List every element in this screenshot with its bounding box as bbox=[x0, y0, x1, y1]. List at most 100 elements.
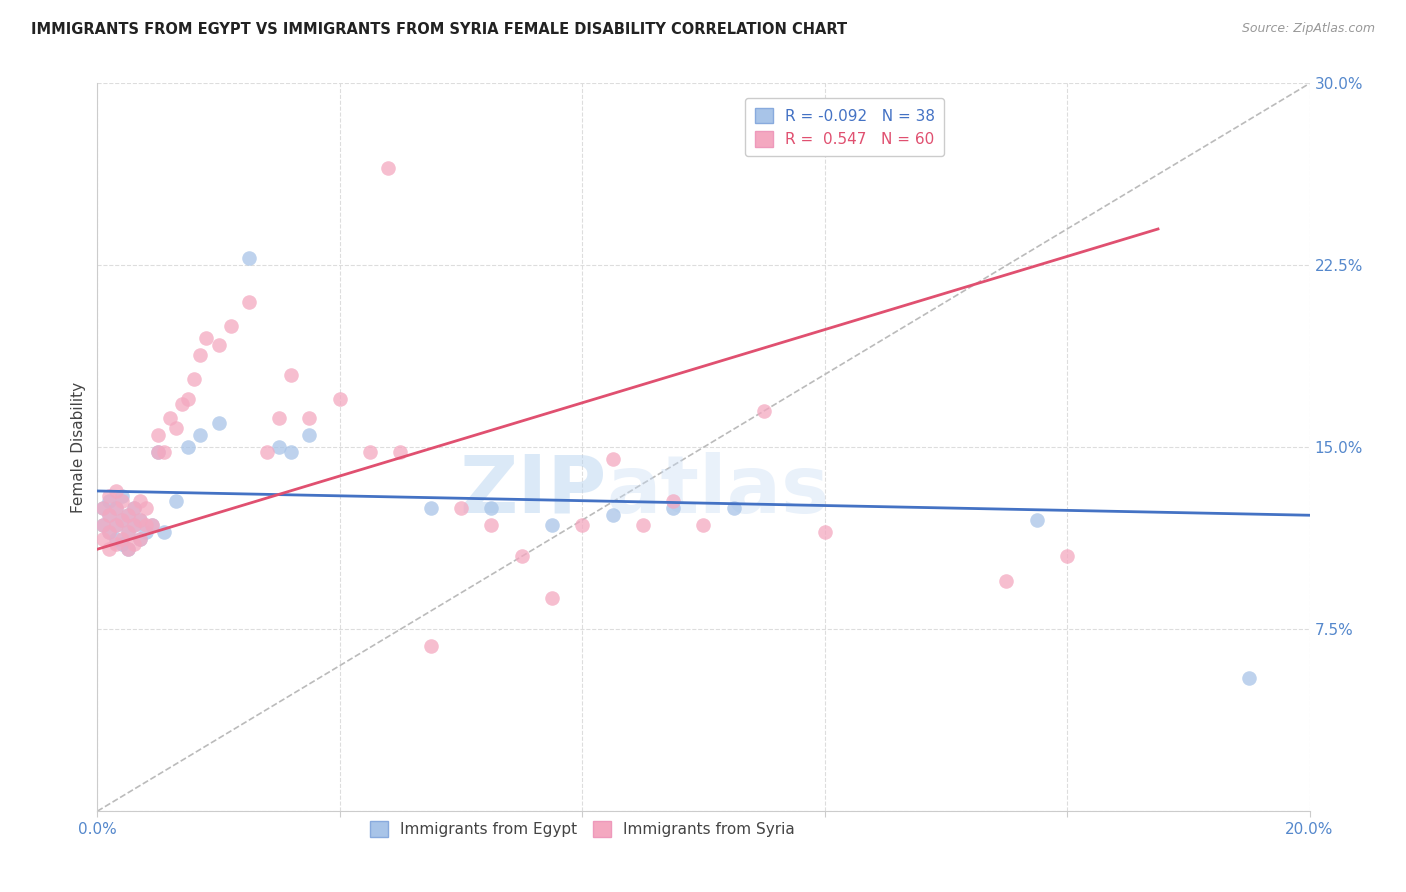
Point bbox=[752, 404, 775, 418]
Point bbox=[117, 508, 139, 523]
Point bbox=[122, 500, 145, 515]
Point bbox=[122, 517, 145, 532]
Point bbox=[1025, 513, 1047, 527]
Point bbox=[117, 508, 139, 523]
Point bbox=[269, 411, 291, 425]
Point bbox=[190, 348, 212, 362]
Point bbox=[571, 517, 593, 532]
Point bbox=[814, 525, 837, 540]
Point bbox=[479, 500, 502, 515]
Point bbox=[602, 452, 624, 467]
Point bbox=[146, 428, 169, 442]
Point bbox=[135, 517, 157, 532]
Point bbox=[298, 411, 321, 425]
Point bbox=[662, 500, 685, 515]
Point bbox=[172, 397, 194, 411]
Point bbox=[128, 533, 150, 547]
Point bbox=[298, 428, 321, 442]
Y-axis label: Female Disability: Female Disability bbox=[72, 382, 86, 513]
Point bbox=[195, 331, 218, 345]
Point bbox=[128, 493, 150, 508]
Point bbox=[117, 525, 139, 540]
Point bbox=[117, 542, 139, 557]
Point bbox=[93, 517, 115, 532]
Legend: Immigrants from Egypt, Immigrants from Syria: Immigrants from Egypt, Immigrants from S… bbox=[364, 815, 801, 844]
Point bbox=[183, 372, 205, 386]
Point bbox=[104, 483, 127, 498]
Point bbox=[98, 489, 121, 503]
Point bbox=[1056, 549, 1078, 564]
Point bbox=[104, 517, 127, 532]
Point bbox=[359, 445, 381, 459]
Text: Source: ZipAtlas.com: Source: ZipAtlas.com bbox=[1241, 22, 1375, 36]
Point bbox=[190, 428, 212, 442]
Point bbox=[419, 500, 441, 515]
Point bbox=[110, 513, 132, 527]
Point bbox=[280, 368, 302, 382]
Point bbox=[419, 639, 441, 653]
Point bbox=[104, 533, 127, 547]
Point bbox=[389, 445, 412, 459]
Point bbox=[98, 525, 121, 540]
Point bbox=[104, 517, 127, 532]
Point bbox=[479, 517, 502, 532]
Point bbox=[153, 445, 176, 459]
Point bbox=[269, 440, 291, 454]
Point bbox=[98, 493, 121, 508]
Point bbox=[692, 517, 714, 532]
Point bbox=[450, 500, 472, 515]
Point bbox=[159, 411, 181, 425]
Point bbox=[153, 525, 176, 540]
Point bbox=[238, 251, 260, 265]
Point bbox=[98, 542, 121, 557]
Point bbox=[110, 513, 132, 527]
Text: atlas: atlas bbox=[606, 452, 830, 530]
Point bbox=[510, 549, 533, 564]
Point bbox=[135, 500, 157, 515]
Point bbox=[122, 500, 145, 515]
Point bbox=[177, 440, 200, 454]
Point bbox=[104, 500, 127, 515]
Point bbox=[93, 517, 115, 532]
Point bbox=[146, 445, 169, 459]
Point bbox=[122, 517, 145, 532]
Point bbox=[219, 318, 242, 333]
Point bbox=[135, 525, 157, 540]
Point bbox=[110, 533, 132, 547]
Point bbox=[280, 445, 302, 459]
Point bbox=[207, 338, 229, 352]
Point bbox=[1237, 671, 1260, 685]
Point bbox=[93, 500, 115, 515]
Point bbox=[98, 508, 121, 523]
Point bbox=[128, 513, 150, 527]
Point bbox=[146, 445, 169, 459]
Point bbox=[104, 500, 127, 515]
Point bbox=[165, 421, 187, 435]
Point bbox=[256, 445, 278, 459]
Point bbox=[117, 525, 139, 540]
Point bbox=[995, 574, 1018, 588]
Point bbox=[541, 591, 564, 605]
Point bbox=[93, 500, 115, 515]
Point bbox=[662, 493, 685, 508]
Point bbox=[98, 508, 121, 523]
Point bbox=[177, 392, 200, 406]
Point bbox=[93, 533, 115, 547]
Point bbox=[377, 161, 399, 176]
Point bbox=[110, 537, 132, 551]
Point bbox=[122, 537, 145, 551]
Point bbox=[602, 508, 624, 523]
Point bbox=[141, 517, 163, 532]
Text: ZIP: ZIP bbox=[460, 452, 606, 530]
Point bbox=[631, 517, 654, 532]
Text: IMMIGRANTS FROM EGYPT VS IMMIGRANTS FROM SYRIA FEMALE DISABILITY CORRELATION CHA: IMMIGRANTS FROM EGYPT VS IMMIGRANTS FROM… bbox=[31, 22, 846, 37]
Point bbox=[723, 500, 745, 515]
Point bbox=[110, 493, 132, 508]
Point bbox=[329, 392, 352, 406]
Point bbox=[128, 513, 150, 527]
Point bbox=[110, 489, 132, 503]
Point bbox=[541, 517, 564, 532]
Point bbox=[207, 416, 229, 430]
Point bbox=[128, 533, 150, 547]
Point bbox=[165, 493, 187, 508]
